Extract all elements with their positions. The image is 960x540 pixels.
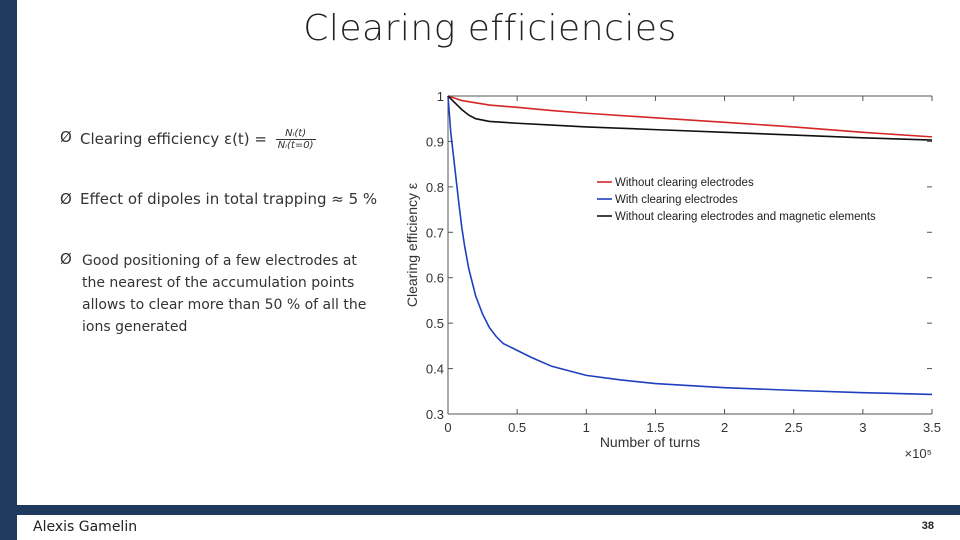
legend-label: With clearing electrodes bbox=[615, 194, 738, 206]
x-tick-label: 3.5 bbox=[923, 420, 941, 435]
x-tick-label: 1 bbox=[583, 420, 590, 435]
x-tick-label: 0.5 bbox=[508, 420, 526, 435]
bullet-text: Good positioning of a few electrodes at … bbox=[82, 253, 367, 335]
y-tick-label: 0.8 bbox=[426, 180, 444, 195]
y-tick-label: 0.7 bbox=[426, 225, 444, 240]
accent-bar-bottom bbox=[17, 505, 960, 515]
author-name: Alexis Gamelin bbox=[33, 519, 138, 535]
y-tick-label: 0.9 bbox=[426, 134, 444, 149]
y-tick-label: 0.3 bbox=[426, 407, 444, 422]
bullet-text: Clearing efficiency ε(t) = Nᵢ(t) Nᵢ(t=0) bbox=[80, 128, 316, 151]
legend-label: Without clearing electrodes bbox=[615, 177, 754, 189]
x-multiplier-label: ×10⁵ bbox=[905, 446, 932, 460]
x-tick-label: 3 bbox=[859, 420, 866, 435]
y-tick-label: 1 bbox=[437, 89, 444, 104]
bullet-arrow-icon: Ø bbox=[60, 190, 72, 208]
accent-bar-left bbox=[0, 0, 17, 540]
y-tick-label: 0.5 bbox=[426, 316, 444, 331]
x-tick-label: 0 bbox=[444, 420, 451, 435]
y-tick-label: 0.4 bbox=[426, 362, 444, 377]
page-number: 38 bbox=[921, 520, 934, 532]
slide-title: Clearing efficiencies bbox=[303, 8, 677, 49]
series-line bbox=[447, 95, 933, 138]
legend-label: Without clearing electrodes and magnetic… bbox=[615, 211, 876, 223]
bullet-arrow-icon: Ø bbox=[60, 250, 72, 268]
x-axis-label: Number of turns bbox=[600, 434, 700, 450]
y-axis-label: Clearing efficiency ε bbox=[404, 183, 420, 307]
x-tick-label: 1.5 bbox=[646, 420, 664, 435]
legend-box bbox=[595, 172, 923, 224]
y-tick-label: 0.6 bbox=[426, 271, 444, 286]
bullet-arrow-icon: Ø bbox=[60, 128, 72, 146]
series-line bbox=[447, 95, 933, 396]
clearing-efficiency-chart: 0.3 0.4 0.5 0.6 0.7 0.8 0.9 1 0 0.5 1 1.5 2 2.5 3 3.5 Nu… bbox=[404, 89, 941, 460]
series-line bbox=[447, 95, 933, 141]
x-tick-label: 2 bbox=[721, 420, 728, 435]
fraction: Nᵢ(t) Nᵢ(t=0) bbox=[275, 128, 316, 151]
x-tick-label: 2.5 bbox=[785, 420, 803, 435]
bullet-text: Effect of dipoles in total trapping ≈ 5 … bbox=[80, 190, 378, 208]
